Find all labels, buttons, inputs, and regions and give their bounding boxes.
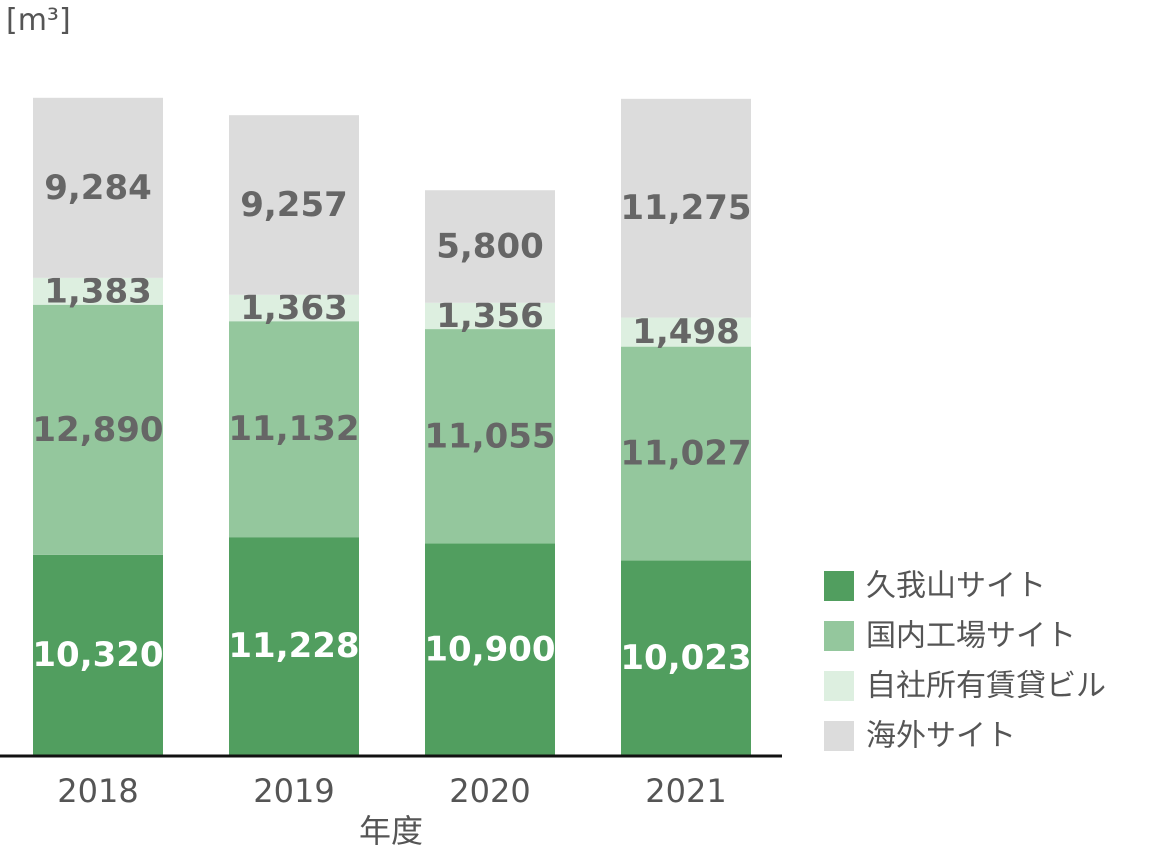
- bar-segment-2019-4: [229, 115, 359, 295]
- bar-segment-2021-3: [621, 317, 751, 347]
- bar-segment-2018-3: [33, 277, 163, 305]
- x-axis-title: 年度: [359, 812, 423, 848]
- bar-value-label: 1,383: [44, 271, 152, 311]
- x-tick-labels: 2018 2019 2020 2021: [57, 772, 726, 810]
- unit-label: [m³]: [6, 3, 71, 38]
- legend-swatch: [824, 621, 854, 651]
- bar-segment-2020-1: [425, 543, 555, 755]
- bar-segment-2019-3: [229, 294, 359, 322]
- bar-value-label: 10,320: [32, 635, 163, 675]
- bar-segment-2018-2: [33, 304, 163, 555]
- bar-segment-2018-1: [33, 554, 163, 755]
- bar-segment-2021-2: [621, 346, 751, 561]
- x-tick-label: 2018: [57, 772, 138, 810]
- legend-label: 海外サイト: [866, 719, 1016, 754]
- legend-label: 国内工場サイト: [866, 619, 1076, 654]
- legend-swatch: [824, 721, 854, 751]
- bar-value-label: 11,055: [424, 416, 555, 456]
- bar-segment-2020-4: [425, 190, 555, 303]
- bar-value-label: 9,284: [44, 168, 152, 208]
- bar-value-label: 12,890: [32, 410, 163, 450]
- bar-value-label: 10,023: [620, 638, 751, 678]
- legend-swatch: [824, 671, 854, 701]
- bar-value-label: 11,027: [620, 434, 751, 474]
- bar-segment-2021-1: [621, 560, 751, 755]
- bar-value-label: 11,228: [228, 626, 359, 666]
- bar-segment-2018-4: [33, 97, 163, 278]
- x-tick-label: 2020: [449, 772, 530, 810]
- x-tick-label: 2019: [253, 772, 334, 810]
- bar-value-label: 1,498: [632, 312, 740, 352]
- bar-segment-2019-1: [229, 537, 359, 755]
- bar-value-label: 5,800: [436, 227, 544, 267]
- bars-group: 10,32012,8901,3839,28411,22811,1321,3639…: [32, 97, 752, 755]
- bar-value-label: 11,132: [228, 409, 359, 449]
- bar-segment-2020-2: [425, 329, 555, 544]
- bar-segment-2021-4: [621, 98, 751, 318]
- bar-segment-2019-2: [229, 321, 359, 538]
- bar-segment-2020-3: [425, 302, 555, 330]
- bar-value-label: 10,900: [424, 629, 555, 669]
- legend-label: 久我山サイト: [866, 569, 1046, 604]
- legend-label: 自社所有賃貸ビル: [866, 669, 1106, 704]
- x-tick-label: 2021: [645, 772, 726, 810]
- bar-value-label: 9,257: [240, 185, 348, 225]
- legend-swatch: [824, 571, 854, 601]
- bar-value-label: 11,275: [620, 188, 751, 228]
